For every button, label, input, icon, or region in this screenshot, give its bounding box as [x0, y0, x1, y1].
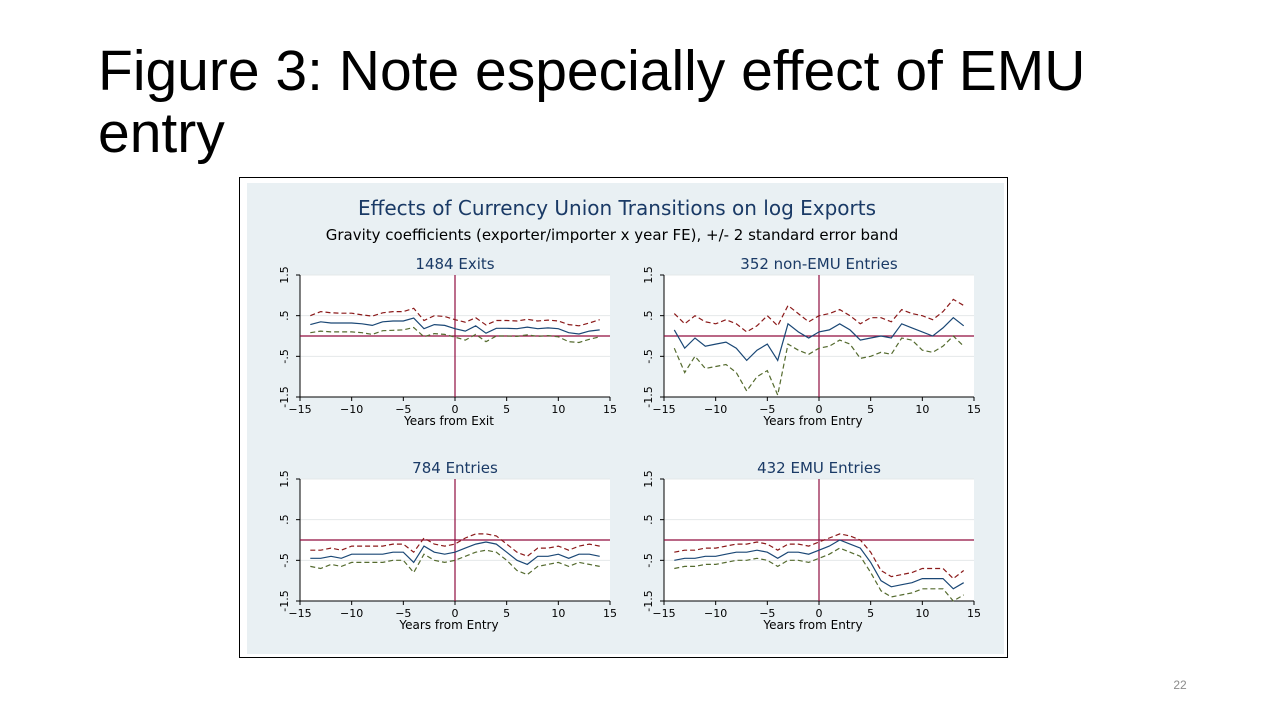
x-tick-label: 0 — [816, 403, 823, 416]
panel-1: -1.5 -.5 .5 1.5 −15 −10 −5 0 5 10 15 1484 Exits Year… — [278, 255, 617, 428]
y-tick-label: -.5 — [278, 349, 291, 363]
currency-union-figure: Effects of Currency Union Transitions on… — [247, 183, 1004, 654]
y-tick-label: -1.5 — [278, 386, 291, 407]
x-tick-label: 0 — [452, 607, 459, 620]
y-tick-label: 1.5 — [278, 470, 291, 488]
panel-3: -1.5 -.5 .5 1.5 −15 −10 −5 0 5 10 15 784 Entries Yea… — [278, 459, 617, 632]
series-line-estimate — [674, 539, 965, 590]
series-line-lower — [310, 326, 600, 344]
y-tick-label: -.5 — [278, 553, 291, 567]
series-line-lower — [310, 549, 600, 576]
x-tick-label: 10 — [551, 607, 565, 620]
x-tick-label: 10 — [551, 403, 565, 416]
y-tick-label: -.5 — [642, 553, 655, 567]
x-axis-label: Years from Entry — [398, 618, 498, 632]
y-tick-label: .5 — [278, 514, 291, 525]
x-tick-label: −15 — [652, 607, 675, 620]
panel-2: -1.5 -.5 .5 1.5 −15 −10 −5 0 5 10 15 352 non-EMU En… — [642, 255, 981, 428]
y-tick-label: -1.5 — [642, 386, 655, 407]
panels-group: -1.5 -.5 .5 1.5 −15 −10 −5 0 5 10 15 1484 Exits Year… — [278, 255, 981, 632]
x-tick-label: −10 — [340, 607, 363, 620]
series-line-estimate — [673, 316, 965, 362]
x-tick-label: 0 — [452, 403, 459, 416]
x-tick-label: 5 — [867, 607, 874, 620]
x-tick-label: 5 — [503, 607, 510, 620]
x-tick-label: 10 — [915, 403, 929, 416]
x-tick-label: 15 — [603, 607, 617, 620]
series-line-upper — [673, 298, 965, 333]
y-tick-label: 1.5 — [642, 266, 655, 284]
x-tick-label: 10 — [915, 607, 929, 620]
x-tick-label: −5 — [759, 607, 775, 620]
series-line-estimate — [310, 317, 600, 335]
x-tick-label: −15 — [288, 403, 311, 416]
x-tick-label: −5 — [395, 403, 411, 416]
x-tick-label: −15 — [288, 607, 311, 620]
y-tick-label: 1.5 — [642, 470, 655, 488]
x-tick-label: 15 — [603, 403, 617, 416]
figure-title: Effects of Currency Union Transitions on… — [358, 196, 876, 220]
x-tick-label: 15 — [967, 403, 981, 416]
panel-title: 432 EMU Entries — [757, 459, 881, 477]
x-tick-label: 5 — [867, 403, 874, 416]
slide-title: Figure 3: Note especially effect of EMU … — [98, 39, 1086, 165]
x-tick-label: −10 — [704, 607, 727, 620]
y-tick-label: .5 — [642, 514, 655, 525]
panel-4: -1.5 -.5 .5 1.5 −15 −10 −5 0 5 10 15 432 EMU Entrie… — [642, 459, 981, 632]
series-line-upper — [310, 533, 600, 557]
series-line-estimate — [310, 541, 600, 566]
series-line-lower — [673, 335, 965, 398]
panel-title: 784 Entries — [412, 459, 498, 477]
series-line-upper — [674, 533, 965, 580]
page-number: 22 — [1173, 678, 1187, 692]
y-tick-label: .5 — [278, 310, 291, 321]
x-tick-label: 0 — [816, 607, 823, 620]
x-axis-label: Years from Exit — [403, 414, 494, 428]
x-tick-label: −10 — [704, 403, 727, 416]
y-tick-label: -.5 — [642, 349, 655, 363]
y-tick-label: 1.5 — [278, 266, 291, 284]
x-tick-label: −15 — [652, 403, 675, 416]
figure-frame: Effects of Currency Union Transitions on… — [239, 177, 1008, 658]
y-tick-label: -1.5 — [278, 590, 291, 611]
series-line-upper — [310, 307, 600, 327]
panel-title: 1484 Exits — [415, 255, 494, 273]
y-tick-label: -1.5 — [642, 590, 655, 611]
x-tick-label: 5 — [503, 403, 510, 416]
y-tick-label: .5 — [642, 310, 655, 321]
x-tick-label: −5 — [759, 403, 775, 416]
figure-subtitle: Gravity coefficients (exporter/importer … — [326, 226, 899, 244]
x-tick-label: 15 — [967, 607, 981, 620]
x-tick-label: −5 — [395, 607, 411, 620]
panel-title: 352 non-EMU Entries — [740, 255, 898, 273]
x-axis-label: Years from Entry — [762, 618, 862, 632]
x-axis-label: Years from Entry — [762, 414, 862, 428]
x-tick-label: −10 — [340, 403, 363, 416]
series-line-lower — [674, 547, 965, 602]
